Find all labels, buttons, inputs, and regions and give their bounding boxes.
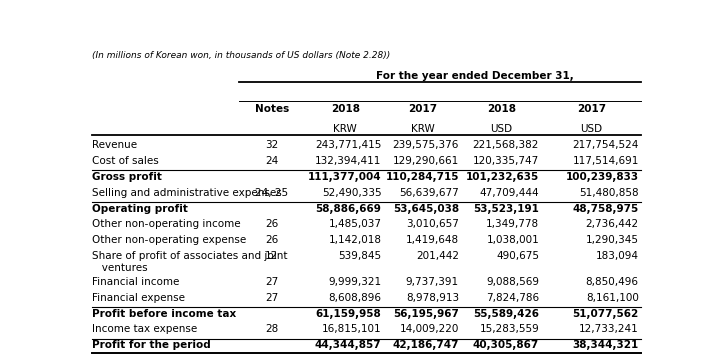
Text: 12: 12 — [265, 251, 278, 261]
Text: 217,754,524: 217,754,524 — [573, 140, 639, 150]
Text: Profit for the period: Profit for the period — [92, 340, 211, 350]
Text: KRW: KRW — [333, 124, 357, 134]
Text: 9,999,321: 9,999,321 — [328, 277, 381, 287]
Text: Revenue: Revenue — [92, 140, 137, 150]
Text: 26: 26 — [265, 219, 278, 229]
Text: USD: USD — [580, 124, 603, 134]
Text: 51,480,858: 51,480,858 — [579, 188, 639, 198]
Text: 28: 28 — [265, 324, 278, 334]
Text: 2018: 2018 — [487, 104, 516, 114]
Text: 27: 27 — [265, 293, 278, 303]
Text: 24: 24 — [265, 156, 278, 166]
Text: 201,442: 201,442 — [416, 251, 459, 261]
Text: 58,886,669: 58,886,669 — [316, 204, 381, 213]
Text: 120,335,747: 120,335,747 — [473, 156, 539, 166]
Text: 53,523,191: 53,523,191 — [473, 204, 539, 213]
Text: 490,675: 490,675 — [496, 251, 539, 261]
Text: 110,284,715: 110,284,715 — [386, 172, 459, 182]
Text: Income tax expense: Income tax expense — [92, 324, 197, 334]
Text: Financial expense: Financial expense — [92, 293, 185, 303]
Text: 539,845: 539,845 — [338, 251, 381, 261]
Text: 2,736,442: 2,736,442 — [585, 219, 639, 229]
Text: 101,232,635: 101,232,635 — [466, 172, 539, 182]
Text: 117,514,691: 117,514,691 — [573, 156, 639, 166]
Text: 221,568,382: 221,568,382 — [473, 140, 539, 150]
Text: 32: 32 — [265, 140, 278, 150]
Text: 1,485,037: 1,485,037 — [328, 219, 381, 229]
Text: Operating profit: Operating profit — [92, 204, 188, 213]
Text: 47,709,444: 47,709,444 — [480, 188, 539, 198]
Text: 7,824,786: 7,824,786 — [486, 293, 539, 303]
Text: 8,608,896: 8,608,896 — [328, 293, 381, 303]
Text: 61,159,958: 61,159,958 — [316, 309, 381, 319]
Text: Share of profit of associates and joint
   ventures: Share of profit of associates and joint … — [92, 251, 288, 273]
Text: 56,639,677: 56,639,677 — [399, 188, 459, 198]
Text: 243,771,415: 243,771,415 — [315, 140, 381, 150]
Text: 14,009,220: 14,009,220 — [400, 324, 459, 334]
Text: 129,290,661: 129,290,661 — [393, 156, 459, 166]
Text: 26: 26 — [265, 235, 278, 245]
Text: Profit before income tax: Profit before income tax — [92, 309, 236, 319]
Text: 111,377,004: 111,377,004 — [308, 172, 381, 182]
Text: Gross profit: Gross profit — [92, 172, 162, 182]
Text: 100,239,833: 100,239,833 — [565, 172, 639, 182]
Text: 1,290,345: 1,290,345 — [585, 235, 639, 245]
Text: 42,186,747: 42,186,747 — [393, 340, 459, 350]
Text: 1,142,018: 1,142,018 — [328, 235, 381, 245]
Text: 1,419,648: 1,419,648 — [406, 235, 459, 245]
Text: For the year ended December 31,: For the year ended December 31, — [376, 71, 573, 81]
Text: 2017: 2017 — [408, 104, 437, 114]
Text: 53,645,038: 53,645,038 — [393, 204, 459, 213]
Text: Notes: Notes — [255, 104, 289, 114]
Text: 8,161,100: 8,161,100 — [586, 293, 639, 303]
Text: 51,077,562: 51,077,562 — [573, 309, 639, 319]
Text: 44,344,857: 44,344,857 — [315, 340, 381, 350]
Text: 1,349,778: 1,349,778 — [486, 219, 539, 229]
Text: 40,305,867: 40,305,867 — [473, 340, 539, 350]
Text: Financial income: Financial income — [92, 277, 179, 287]
Text: 8,850,496: 8,850,496 — [585, 277, 639, 287]
Text: Other non-operating expense: Other non-operating expense — [92, 235, 246, 245]
Text: 55,589,426: 55,589,426 — [473, 309, 539, 319]
Text: 16,815,101: 16,815,101 — [322, 324, 381, 334]
Text: 48,758,975: 48,758,975 — [573, 204, 639, 213]
Text: Other non-operating income: Other non-operating income — [92, 219, 241, 229]
Text: 52,490,335: 52,490,335 — [322, 188, 381, 198]
Text: 38,344,321: 38,344,321 — [573, 340, 639, 350]
Text: 8,978,913: 8,978,913 — [406, 293, 459, 303]
Text: 1,038,001: 1,038,001 — [486, 235, 539, 245]
Text: Selling and administrative expenses: Selling and administrative expenses — [92, 188, 282, 198]
Text: (In millions of Korean won, in thousands of US dollars (Note 2.28)): (In millions of Korean won, in thousands… — [92, 51, 391, 60]
Text: 183,094: 183,094 — [595, 251, 639, 261]
Text: 2018: 2018 — [331, 104, 360, 114]
Text: 12,733,241: 12,733,241 — [579, 324, 639, 334]
Text: USD: USD — [491, 124, 513, 134]
Text: 3,010,657: 3,010,657 — [406, 219, 459, 229]
Text: 9,737,391: 9,737,391 — [406, 277, 459, 287]
Text: Cost of sales: Cost of sales — [92, 156, 159, 166]
Text: 15,283,559: 15,283,559 — [479, 324, 539, 334]
Text: 24, 25: 24, 25 — [256, 188, 288, 198]
Text: KRW: KRW — [411, 124, 435, 134]
Text: 132,394,411: 132,394,411 — [315, 156, 381, 166]
Text: 2017: 2017 — [577, 104, 606, 114]
Text: 9,088,569: 9,088,569 — [486, 277, 539, 287]
Text: 27: 27 — [265, 277, 278, 287]
Text: 239,575,376: 239,575,376 — [393, 140, 459, 150]
Text: 56,195,967: 56,195,967 — [393, 309, 459, 319]
